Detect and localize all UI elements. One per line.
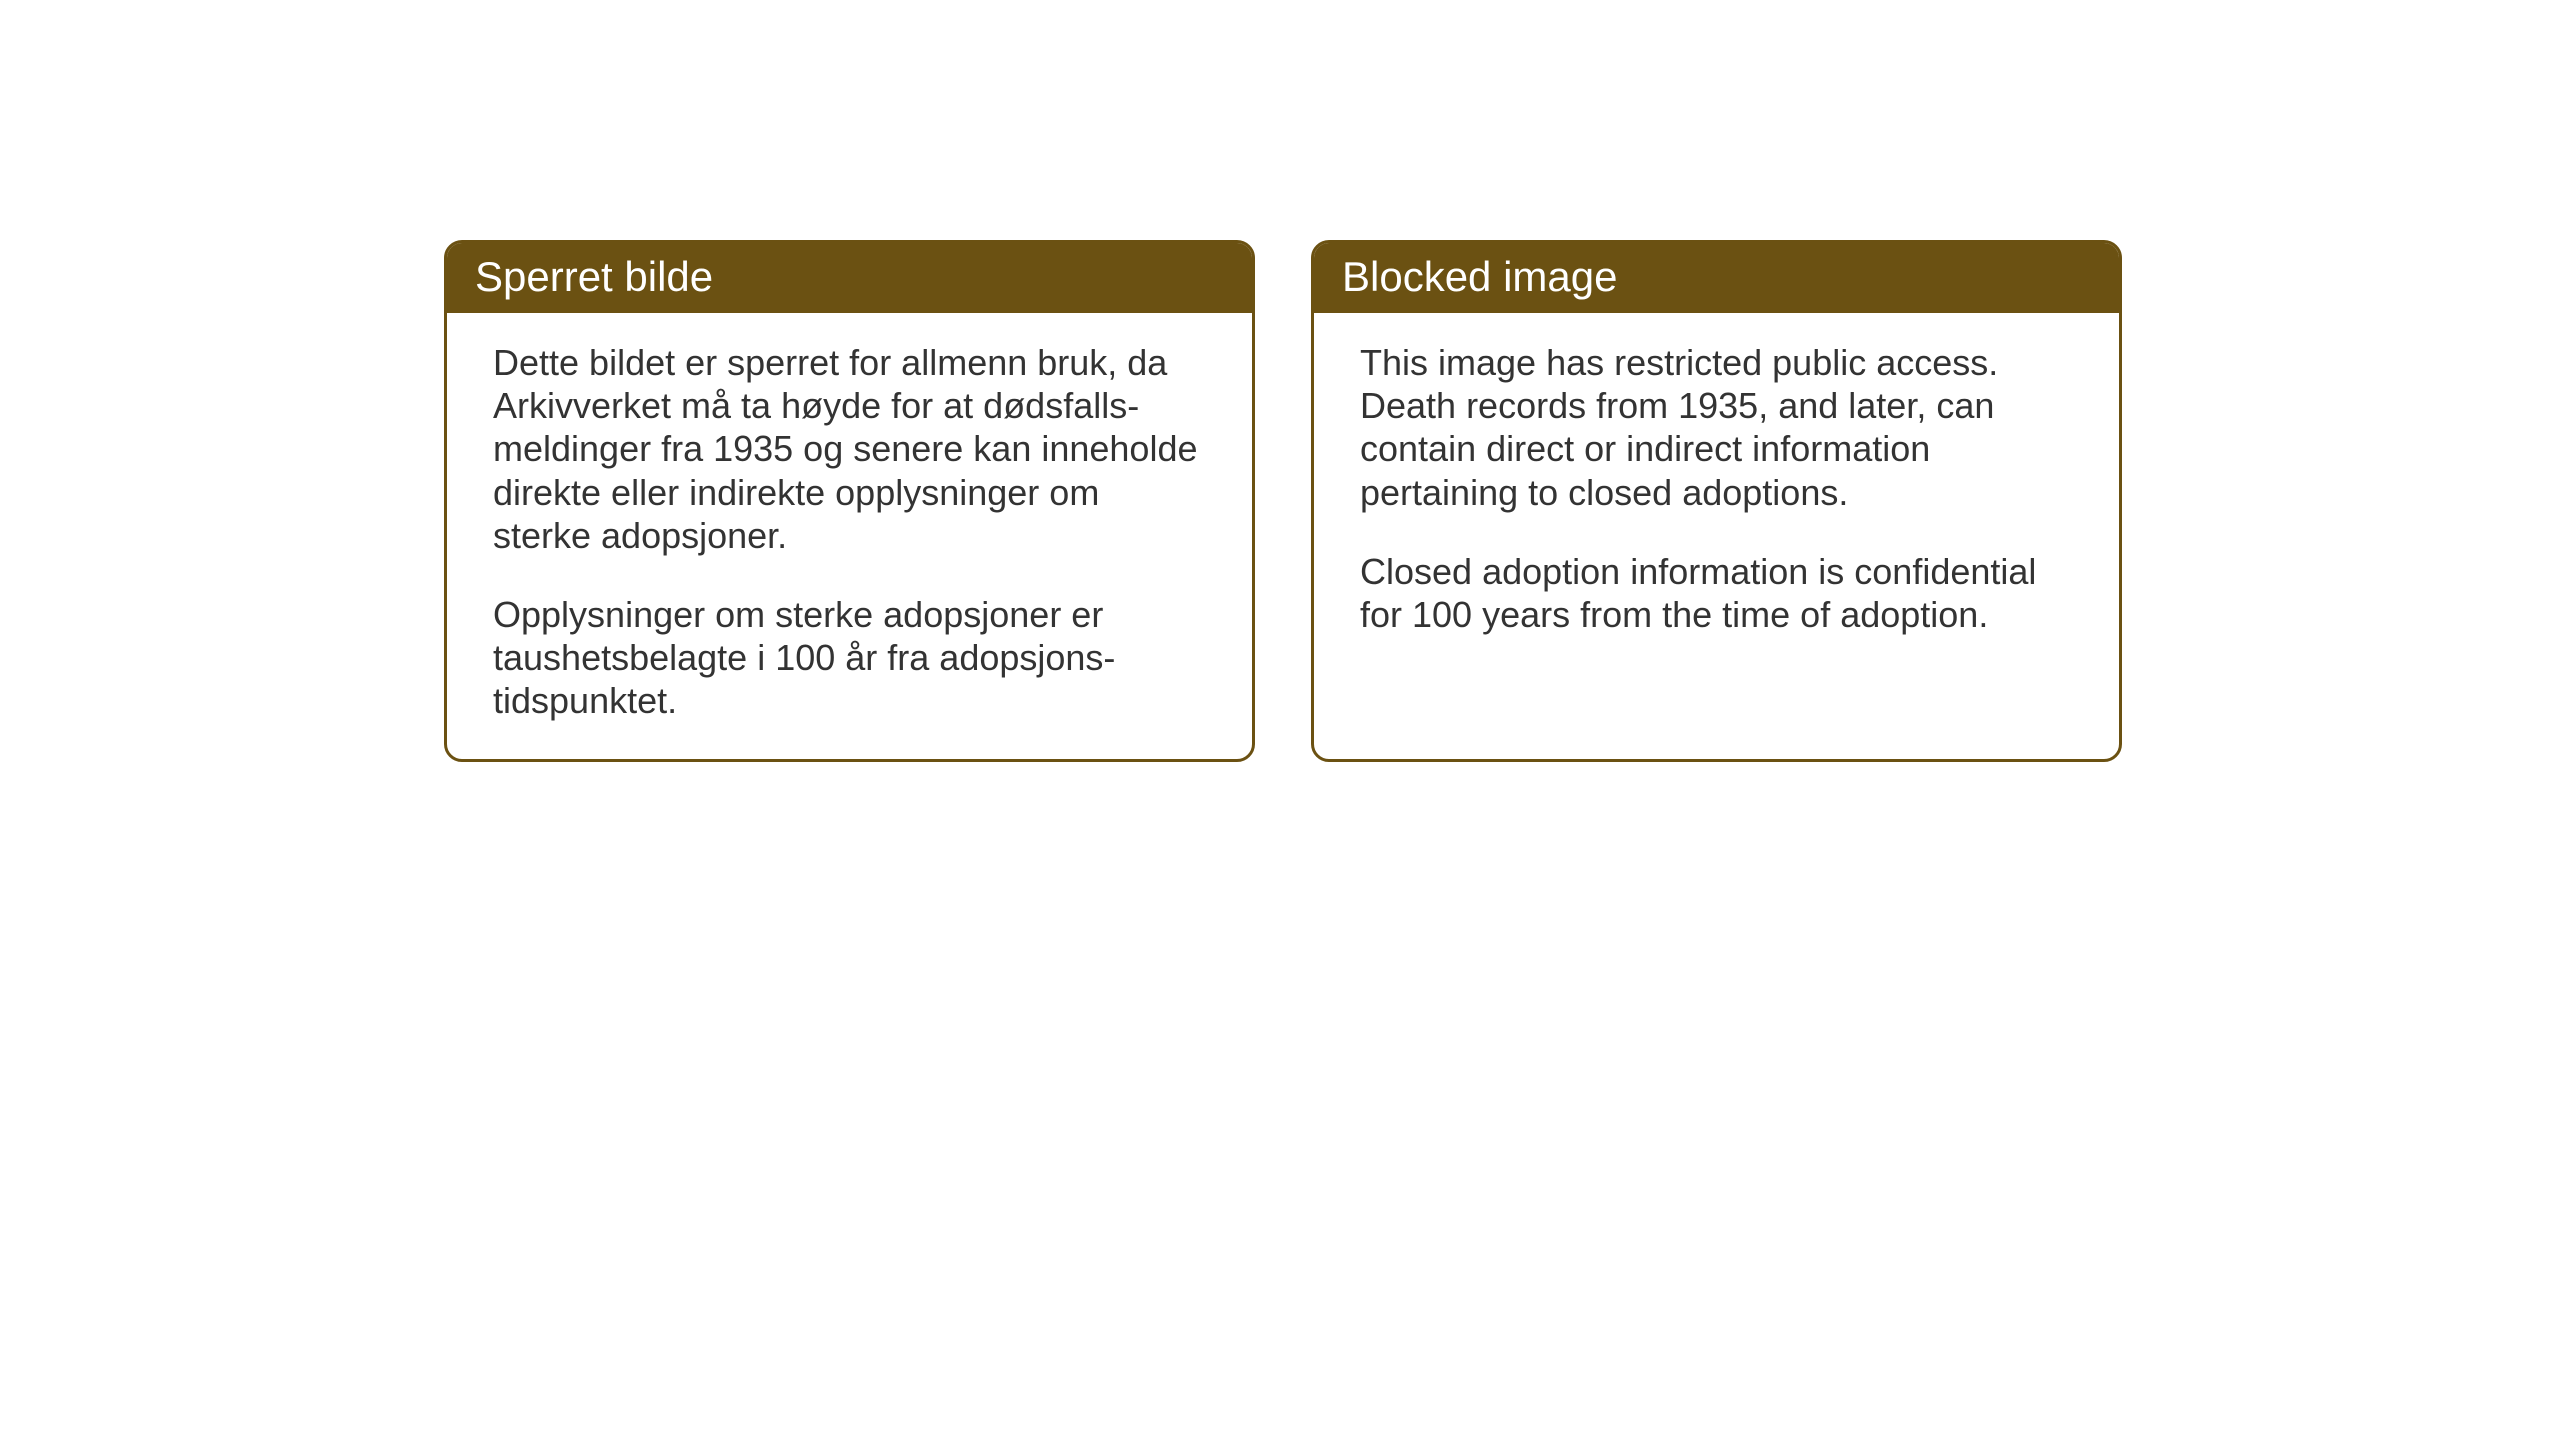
card-para2-english: Closed adoption information is confident… <box>1360 550 2073 636</box>
cards-container: Sperret bilde Dette bildet er sperret fo… <box>0 0 2560 762</box>
card-title-english: Blocked image <box>1342 253 1617 300</box>
card-body-english: This image has restricted public access.… <box>1314 313 2119 747</box>
card-body-norwegian: Dette bildet er sperret for allmenn bruk… <box>447 313 1252 759</box>
card-title-norwegian: Sperret bilde <box>475 253 713 300</box>
notice-card-norwegian: Sperret bilde Dette bildet er sperret fo… <box>444 240 1255 762</box>
notice-card-english: Blocked image This image has restricted … <box>1311 240 2122 762</box>
card-para1-english: This image has restricted public access.… <box>1360 341 2073 514</box>
card-para2-norwegian: Opplysninger om sterke adopsjoner er tau… <box>493 593 1206 723</box>
card-header-norwegian: Sperret bilde <box>447 243 1252 313</box>
card-header-english: Blocked image <box>1314 243 2119 313</box>
card-para1-norwegian: Dette bildet er sperret for allmenn bruk… <box>493 341 1206 557</box>
